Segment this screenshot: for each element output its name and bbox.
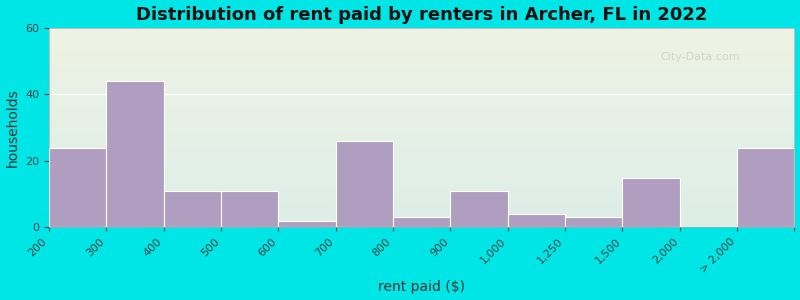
- Bar: [106, 81, 164, 227]
- Bar: [565, 218, 622, 227]
- Bar: [450, 191, 508, 227]
- Text: City-Data.com: City-Data.com: [660, 52, 740, 62]
- Bar: [737, 148, 794, 227]
- Y-axis label: households: households: [6, 88, 19, 167]
- Bar: [49, 148, 106, 227]
- Title: Distribution of rent paid by renters in Archer, FL in 2022: Distribution of rent paid by renters in …: [136, 6, 707, 24]
- X-axis label: rent paid ($): rent paid ($): [378, 280, 466, 294]
- Bar: [622, 178, 680, 227]
- Bar: [508, 214, 565, 227]
- Bar: [393, 218, 450, 227]
- Bar: [336, 141, 393, 227]
- Bar: [164, 191, 221, 227]
- Bar: [278, 221, 336, 227]
- Bar: [221, 191, 278, 227]
